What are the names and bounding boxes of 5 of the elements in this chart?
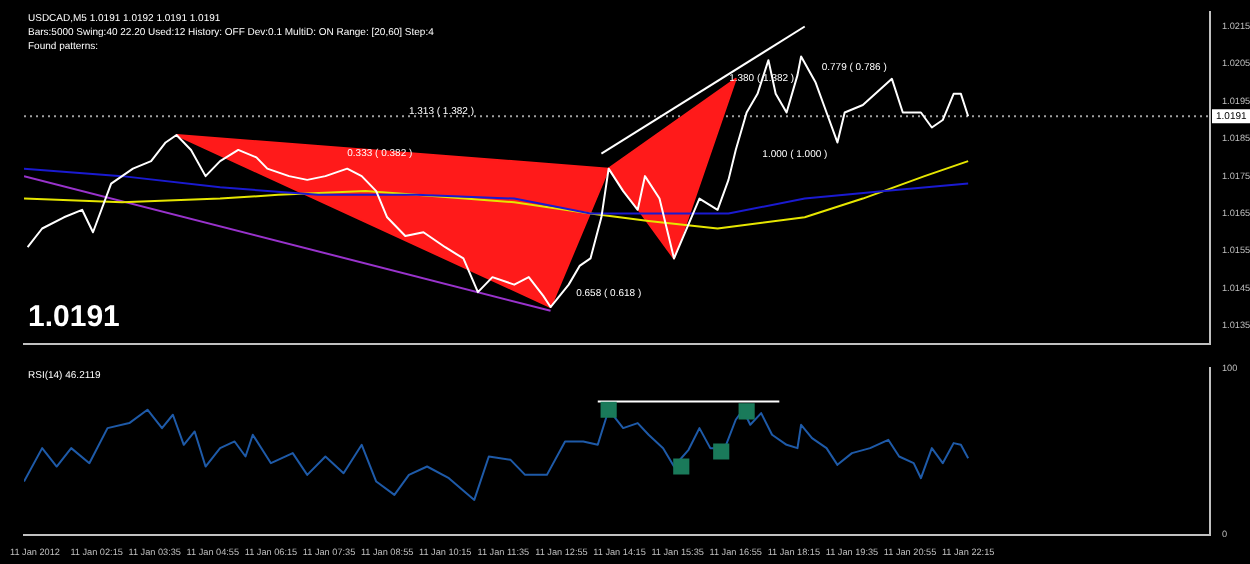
point — [738, 403, 755, 420]
annotation: 1.0191 — [28, 299, 120, 334]
point — [673, 458, 690, 475]
point — [600, 401, 617, 418]
point — [713, 443, 730, 460]
